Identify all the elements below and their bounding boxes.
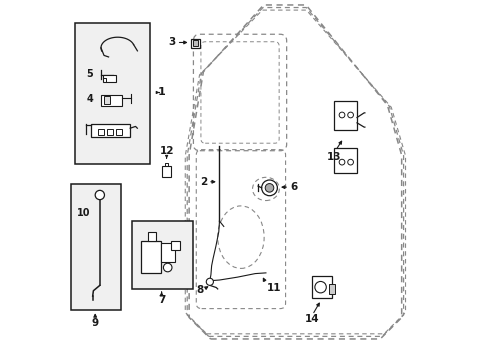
Bar bbox=[103, 96, 110, 104]
Circle shape bbox=[347, 112, 353, 118]
Bar bbox=[193, 40, 197, 46]
Bar bbox=[91, 123, 130, 137]
Text: 14: 14 bbox=[305, 314, 319, 324]
Text: 13: 13 bbox=[326, 152, 341, 162]
Text: 11: 11 bbox=[266, 283, 281, 293]
Circle shape bbox=[95, 190, 104, 200]
Bar bbox=[141, 241, 160, 273]
Circle shape bbox=[339, 159, 344, 165]
Text: 2: 2 bbox=[199, 177, 206, 187]
Bar bbox=[98, 129, 104, 135]
Bar bbox=[333, 148, 356, 173]
Text: 7: 7 bbox=[158, 295, 165, 305]
Bar bbox=[171, 241, 180, 249]
Bar bbox=[132, 221, 192, 289]
Bar bbox=[328, 284, 334, 294]
Bar bbox=[116, 129, 122, 135]
Circle shape bbox=[347, 159, 353, 165]
Text: 9: 9 bbox=[91, 318, 99, 328]
Circle shape bbox=[206, 278, 213, 285]
Text: 8: 8 bbox=[196, 285, 203, 295]
Circle shape bbox=[261, 180, 277, 196]
Text: 12: 12 bbox=[159, 147, 174, 157]
Bar bbox=[190, 39, 200, 48]
Text: 5: 5 bbox=[86, 69, 93, 79]
Bar bbox=[148, 232, 156, 241]
Circle shape bbox=[163, 263, 172, 272]
Text: 4: 4 bbox=[86, 94, 93, 104]
Bar bbox=[312, 276, 331, 298]
Bar bbox=[75, 23, 149, 164]
Bar bbox=[107, 129, 113, 135]
Bar bbox=[102, 75, 116, 82]
Bar bbox=[333, 102, 356, 130]
Circle shape bbox=[339, 112, 344, 118]
Text: 1: 1 bbox=[158, 87, 165, 98]
Bar bbox=[160, 243, 175, 262]
Text: 10: 10 bbox=[77, 208, 90, 218]
Bar bbox=[101, 95, 122, 106]
Circle shape bbox=[314, 282, 325, 293]
Circle shape bbox=[264, 184, 273, 192]
Bar bbox=[162, 166, 171, 177]
Text: 3: 3 bbox=[168, 37, 175, 48]
Bar bbox=[71, 184, 121, 310]
Text: 6: 6 bbox=[290, 182, 297, 192]
